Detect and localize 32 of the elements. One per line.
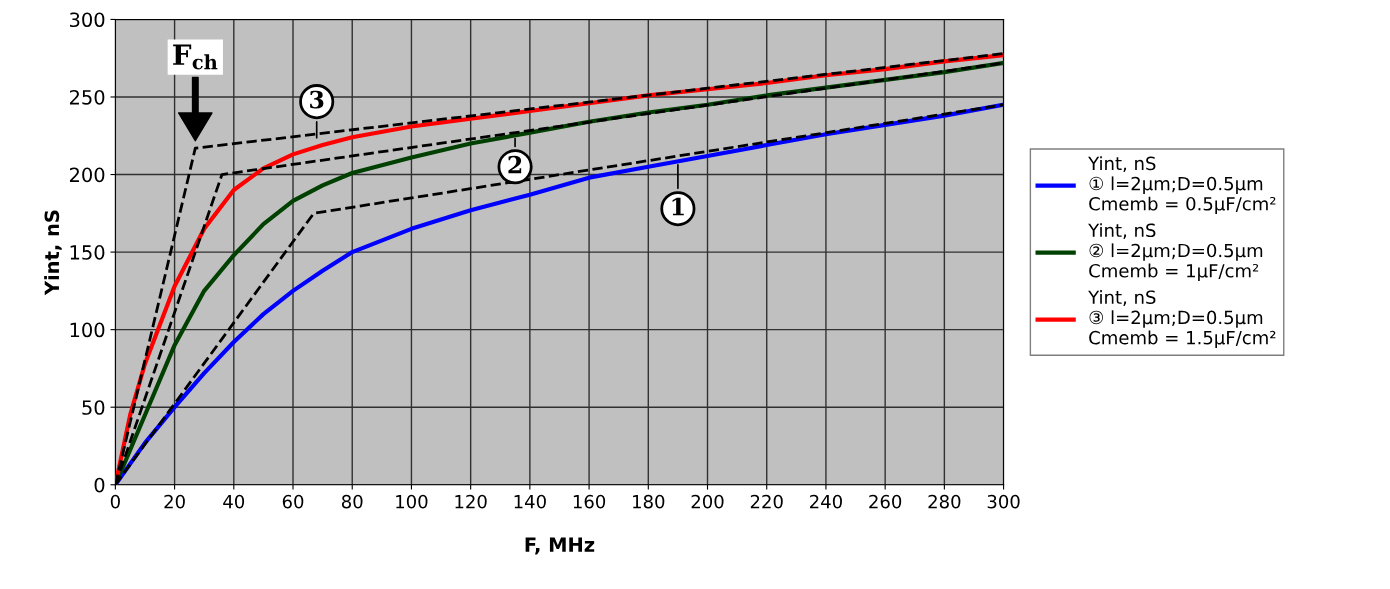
legend-label: Yint, nS ② l=2µm;D=0.5µm Cmemb = 1µF/cm² [1088, 223, 1263, 282]
x-tick-label: 120 [455, 494, 487, 509]
x-tick-label: 280 [928, 494, 961, 509]
annotation: 1 [672, 197, 684, 216]
legend-label: Yint, nS ① l=2µm;D=0.5µm Cmemb = 0.5µF/cm² [1088, 156, 1276, 215]
y-tick-label: 50 [82, 400, 105, 415]
y-axis-title: Yint, nS [44, 210, 62, 296]
x-tick-label: 300 [987, 494, 1020, 509]
y-tick-label: 250 [69, 89, 105, 105]
x-tick-label: 240 [810, 494, 842, 509]
annotation: F$_{ch}$ [173, 44, 218, 70]
x-tick-label: 260 [869, 494, 902, 509]
x-tick-label: 140 [514, 494, 546, 509]
y-tick-label: 100 [70, 322, 105, 338]
x-tick-label: 100 [396, 494, 428, 509]
y-tick-label: 0 [94, 477, 105, 493]
y-tick-label: 150 [70, 245, 105, 260]
x-tick-label: 0 [110, 494, 120, 509]
y-tick-label: 300 [70, 12, 105, 28]
x-tick-label: 60 [282, 494, 304, 509]
legend-label: Yint, nS ③ l=2µm;D=0.5µm Cmemb = 1.5µF/cm² [1088, 290, 1276, 348]
x-tick-label: 180 [633, 494, 665, 509]
x-tick-label: 80 [341, 494, 363, 509]
x-tick-label: 220 [750, 494, 783, 509]
x-axis-title: F, MHz [525, 537, 595, 555]
x-tick-label: 40 [223, 494, 245, 509]
x-tick-label: 20 [164, 494, 185, 509]
x-tick-label: 160 [573, 494, 606, 509]
annotation: 2 [508, 155, 522, 174]
annotation: 3 [310, 90, 324, 109]
x-tick-label: 200 [691, 494, 724, 509]
y-tick-label: 200 [69, 167, 105, 183]
